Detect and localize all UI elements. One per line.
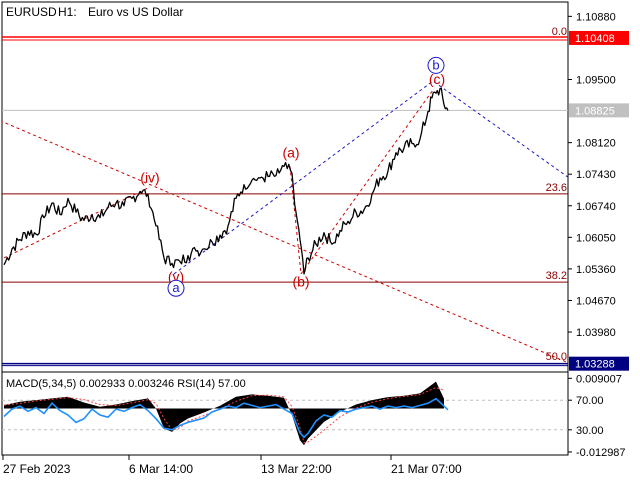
wave-line-red-a-b [289, 166, 302, 274]
indicator-tick-label: 70.00 [576, 395, 604, 407]
wave-label: (iv) [140, 169, 159, 185]
fib-level-label: 50.0 [546, 351, 567, 363]
wave-label: (v) [168, 269, 184, 285]
current-price-label: 1.08825 [575, 105, 615, 117]
wave-line-red-b-c [300, 88, 435, 275]
symbol-label: EURUSD [6, 5, 57, 19]
price-tick-label: 1.07430 [576, 169, 616, 181]
price-layer [3, 87, 449, 275]
price-tick-label: 1.06050 [576, 232, 616, 244]
price-tick-label: 1.04670 [576, 295, 616, 307]
wave-label: b [432, 57, 439, 72]
price-tick-label: 1.10880 [576, 11, 616, 23]
time-tick-label: 6 Mar 14:00 [129, 462, 193, 476]
wave-label: (c) [429, 71, 445, 87]
description-label: Euro vs US Dollar [88, 5, 183, 19]
fib-level-label: 23.6 [546, 182, 567, 194]
indicator-tick-label: 30.00 [576, 425, 604, 437]
price-tick-label: 1.06740 [576, 201, 616, 213]
level-labels-layer: 0.0 23.6 38.2 50.0 [546, 26, 567, 363]
indicator-axis: 0.009007 70.00 30.00 -0.012987 [568, 373, 626, 459]
price-tick-label: 1.05360 [576, 264, 616, 276]
timeframe-label: H1: [58, 5, 77, 19]
current-price-tag [569, 103, 629, 118]
time-tick-label: 21 Mar 07:00 [391, 462, 462, 476]
price-tick-label: 1.03980 [576, 327, 616, 339]
price-tick-label: 1.09500 [576, 74, 616, 86]
chart-frame [1, 1, 569, 456]
indicator-layer [2, 381, 568, 446]
wave-label-circle [167, 279, 185, 297]
rsi-line [3, 397, 449, 439]
indicator-title: MACD(5,34,5) 0.002933 0.003246 RSI(14) 5… [6, 378, 246, 390]
price-axis: 1.10880 1.10408 1.09500 1.08825 1.08120 1.074… [568, 11, 629, 371]
support-price-tag [569, 356, 629, 371]
fib-level-label: 38.2 [546, 270, 567, 282]
indicator-tick-label: 0.009007 [576, 373, 622, 385]
time-tick-label: 27 Feb 2023 [3, 462, 71, 476]
macd-signal-line [3, 386, 445, 444]
fib-level-label: 0.0 [552, 26, 567, 38]
levels-layer [2, 36, 568, 367]
wave-label: (b) [292, 273, 309, 289]
price-series [3, 87, 449, 275]
wave-labels-layer: (iv) (v)a (a) (b) (c)b [140, 56, 445, 297]
price-tick-label: 1.08120 [576, 138, 616, 150]
wave-label: (a) [282, 144, 299, 160]
support-price-label: 1.03288 [575, 359, 615, 371]
wave-line-blue-projection [433, 81, 568, 178]
wave-label-circle [427, 56, 445, 74]
time-tick-label: 13 Mar 22:00 [261, 462, 332, 476]
wave-lines-layer [2, 81, 568, 364]
indicator-tick-label: -0.012987 [576, 447, 626, 459]
resistance-price-tag [569, 30, 629, 45]
wave-line-red-long [2, 120, 568, 364]
resistance-price-label: 1.10408 [575, 33, 615, 45]
macd-histogram [4, 381, 444, 446]
time-axis: 27 Feb 2023 6 Mar 14:00 13 Mar 22:00 21 Mar… [2, 455, 462, 476]
wave-label: a [172, 280, 180, 295]
